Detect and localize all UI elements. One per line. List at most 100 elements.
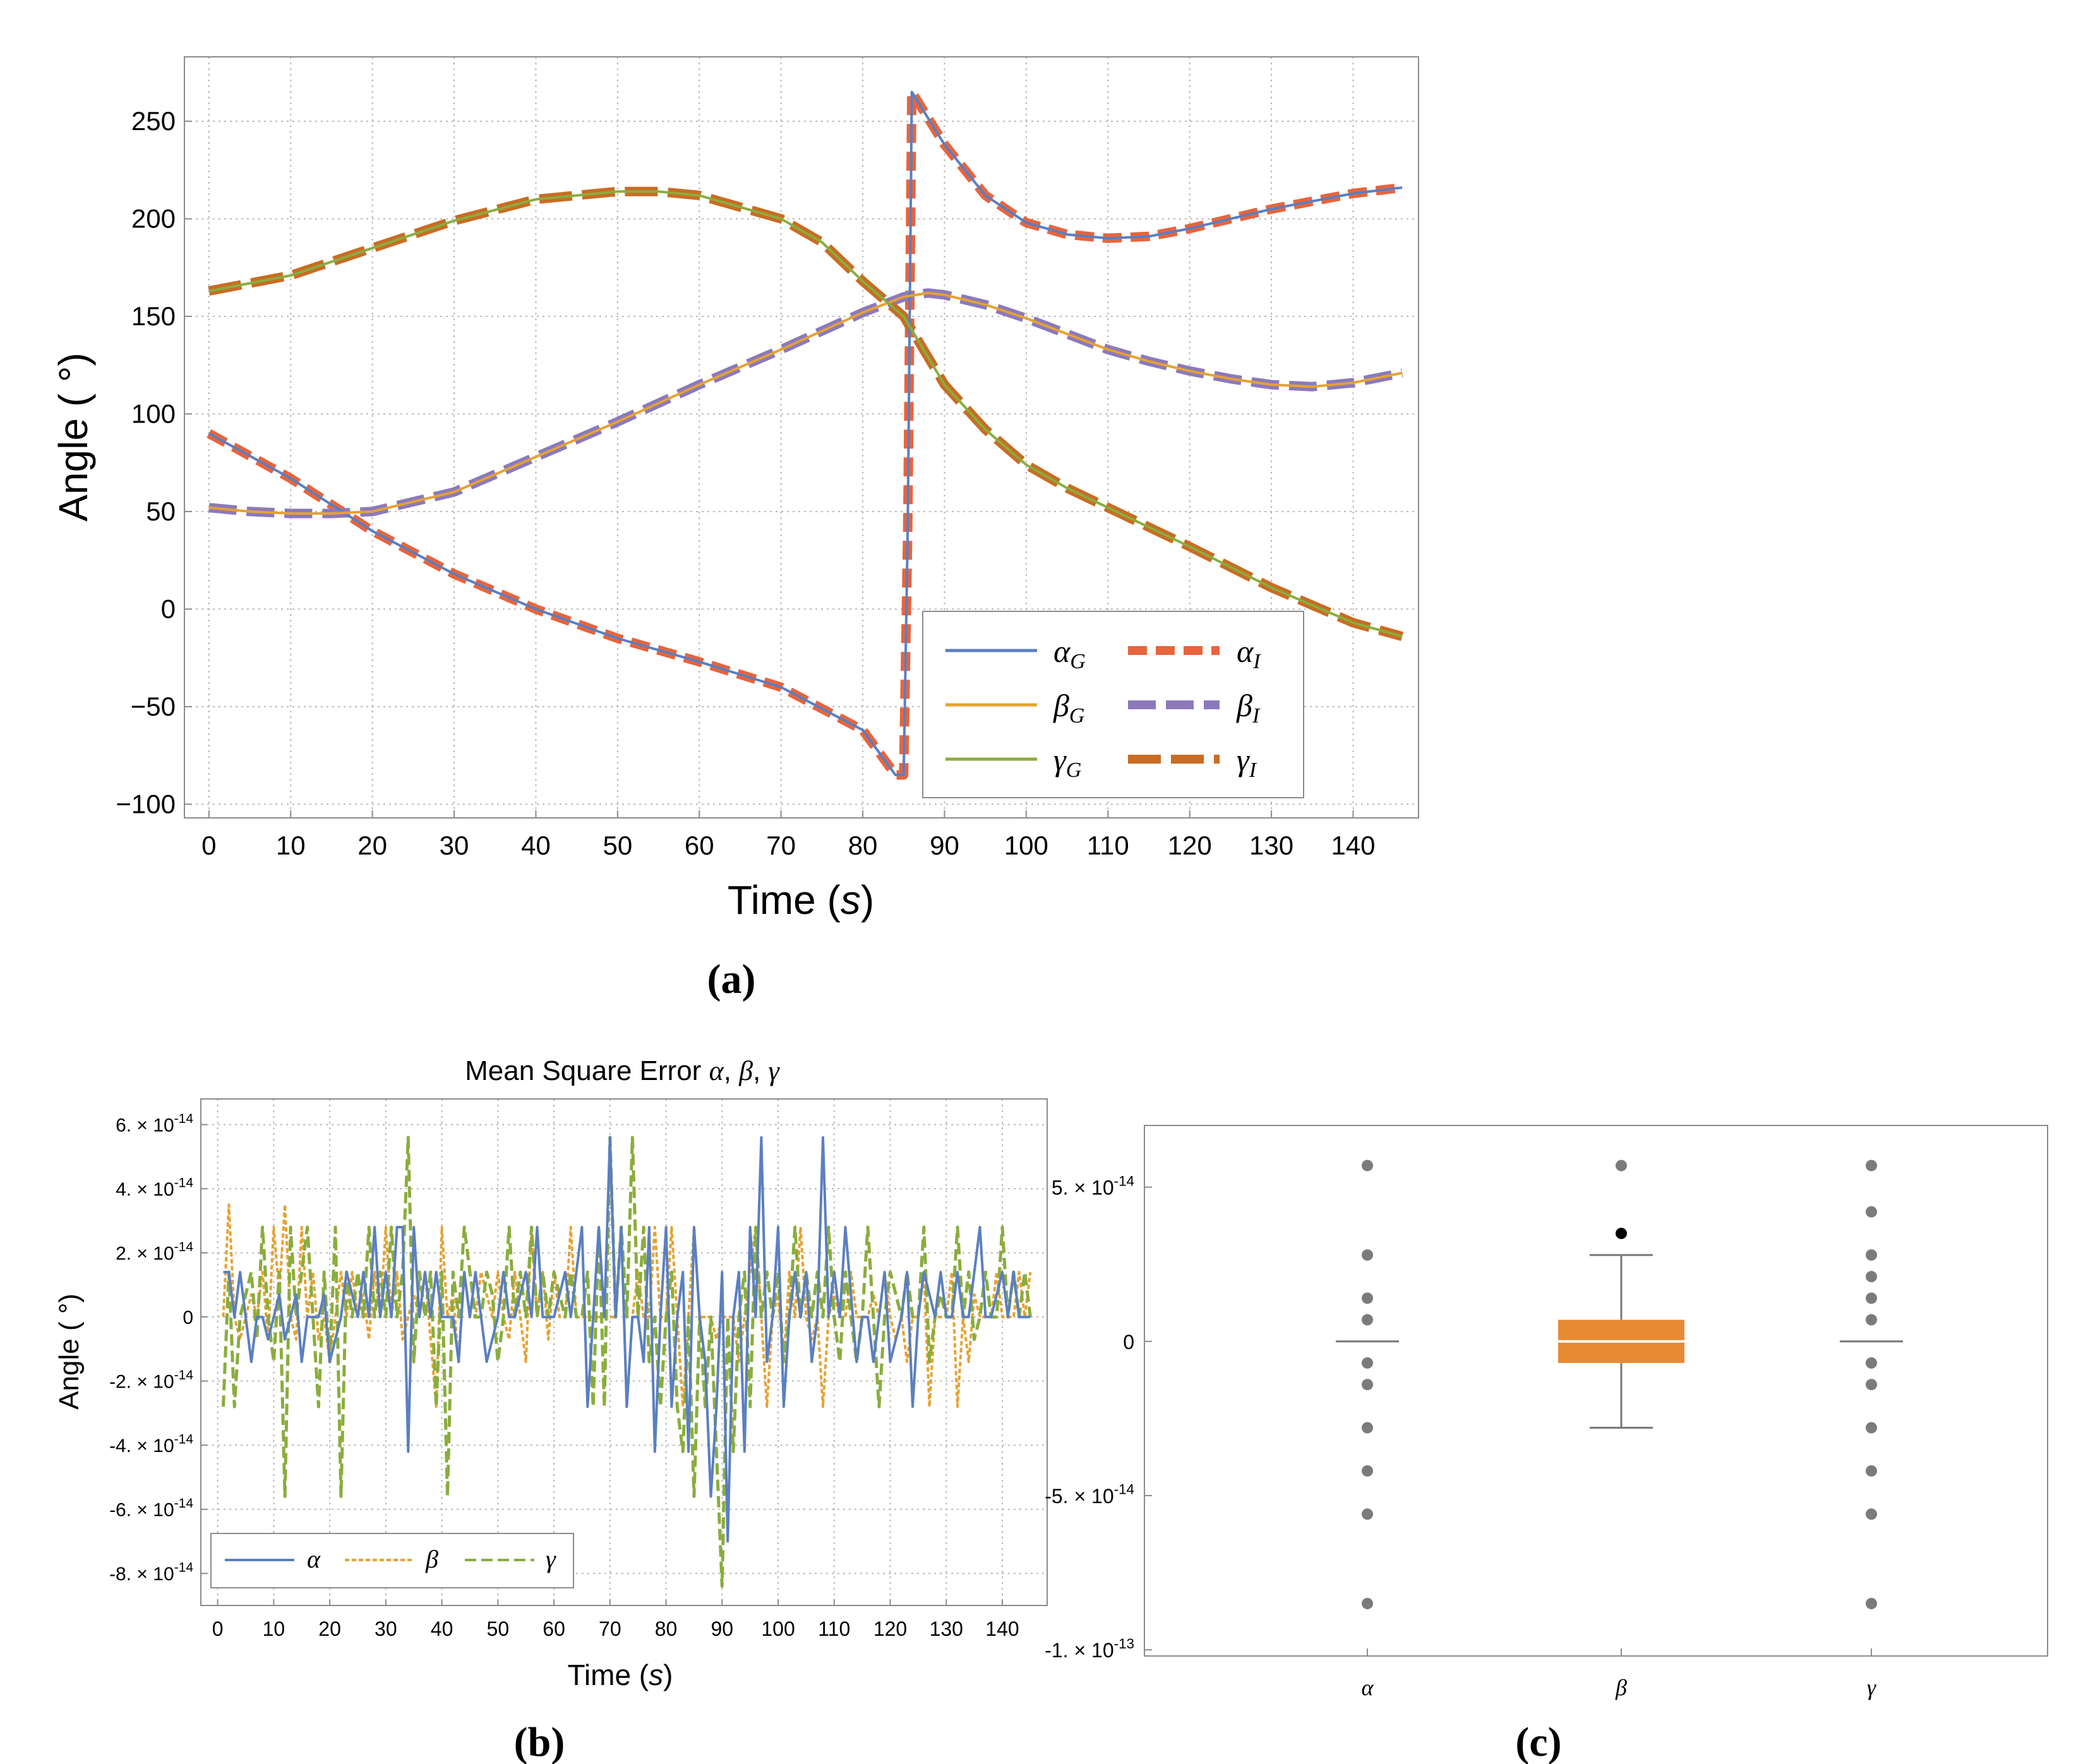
legend-label-alpha-i: αI (1237, 633, 1261, 673)
outlier-point (1866, 1357, 1877, 1369)
x-tick-label: β (1615, 1675, 1627, 1700)
panel-a-grid (184, 57, 1419, 818)
y-tick-label: 0 (161, 594, 176, 623)
outlier-point (1866, 1422, 1877, 1434)
y-tick-label: -8. × 10-14 (109, 1561, 193, 1585)
panel-c-frame (1144, 1125, 2048, 1657)
outlier-point (1866, 1206, 1877, 1218)
outlier-point (1866, 1508, 1877, 1520)
series-line-0 (223, 1136, 1031, 1543)
series-line-ground-0 (208, 90, 1403, 776)
legend-label-alpha: α (307, 1545, 321, 1573)
y-tick-label: 5. × 10-14 (1052, 1173, 1134, 1199)
outlier-point (1866, 1314, 1877, 1326)
x-tick-label: 100 (761, 1617, 795, 1640)
y-tick-label: -2. × 10-14 (109, 1368, 193, 1393)
y-tick-label: -6. × 10-14 (109, 1496, 193, 1521)
y-tick-label: 6. × 10-14 (116, 1112, 193, 1136)
y-tick-label: 0 (1123, 1331, 1134, 1353)
x-tick-label: 40 (431, 1617, 453, 1640)
outlier-point (1362, 1249, 1373, 1261)
outlier-point (1362, 1508, 1373, 1520)
x-tick-label: 30 (440, 831, 469, 860)
y-tick-label: 0 (183, 1307, 193, 1328)
panel-c-plot-area (1144, 1125, 2048, 1656)
legend-label-beta-i: βI (1236, 688, 1261, 728)
x-tick-label: 130 (930, 1617, 963, 1640)
panel-a-ticks: 0 10 20 30 40 50 60 70 80 90 100 110 120 130 140 −100 −5… (116, 106, 1375, 860)
x-tick-label: 60 (543, 1617, 565, 1640)
legend-label-gamma-i: γI (1237, 742, 1257, 782)
outlier-point (1866, 1160, 1877, 1172)
x-tick-label: 120 (873, 1617, 907, 1640)
outlier-point (1362, 1597, 1373, 1609)
x-tick-label: 50 (603, 831, 632, 860)
x-tick-label: 80 (655, 1617, 678, 1640)
outlier-point (1866, 1465, 1877, 1477)
panel-b-title: Mean Square Error α, β, γ (465, 1055, 780, 1086)
outlier-point (1362, 1422, 1373, 1434)
y-tick-label: 50 (146, 496, 176, 526)
x-tick-label: 130 (1249, 831, 1293, 860)
outlier-point (1362, 1379, 1373, 1391)
y-tick-label: -5. × 10-14 (1045, 1482, 1134, 1508)
x-tick-label: 110 (818, 1617, 850, 1640)
legend-label-gamma-g: γG (1053, 742, 1081, 782)
panel-c-label: (c) (1515, 1719, 1561, 1764)
x-tick-label: γ (1867, 1675, 1876, 1700)
outlier-point (1362, 1292, 1373, 1304)
x-tick-label: 90 (930, 831, 959, 860)
x-tick-label: 20 (318, 1617, 341, 1640)
x-tick-label: 80 (848, 831, 878, 860)
y-tick-label: -1. × 10-13 (1045, 1636, 1134, 1662)
legend-label-beta-g: βG (1053, 688, 1084, 728)
panel-b-ticks: 0 10 20 30 40 50 60 70 80 90 100 110 120 130 140 -8. × … (109, 1112, 1019, 1640)
x-tick-label: 10 (276, 831, 306, 860)
outlier-point (1362, 1314, 1373, 1326)
panel-b-label: (b) (514, 1719, 565, 1764)
outlier-point (1866, 1271, 1877, 1283)
panel-a-legend: αG αI βG βI γG γI (922, 611, 1304, 798)
x-tick-label: 90 (711, 1617, 734, 1640)
y-tick-label: −100 (116, 789, 176, 819)
x-tick-label: 100 (1004, 831, 1048, 860)
panel-b-y-axis-label: Angle ( °) (54, 1293, 85, 1410)
panel-a-frame (184, 56, 1419, 819)
x-tick-label: 120 (1168, 831, 1212, 860)
outlier-point (1866, 1249, 1877, 1261)
outlier-point (1866, 1597, 1877, 1609)
outlier-point (1616, 1227, 1627, 1239)
y-tick-label: 250 (131, 106, 176, 136)
series-line-2 (222, 1136, 1032, 1588)
panel-b-series (222, 1136, 1032, 1588)
x-tick-label: 140 (985, 1617, 1019, 1640)
panel-b-frame (200, 1098, 1048, 1606)
outlier-point (1866, 1379, 1877, 1391)
y-tick-label: 4. × 10-14 (116, 1176, 193, 1201)
x-tick-label: 0 (212, 1617, 224, 1640)
outlier-point (1362, 1357, 1373, 1369)
panel-b-x-axis-label: Time (s) (568, 1659, 673, 1691)
x-tick-label: 140 (1331, 831, 1375, 860)
x-tick-label: 40 (521, 831, 551, 860)
x-tick-label: 70 (599, 1617, 621, 1640)
series-line-ground-4 (208, 190, 1403, 638)
panel-a-x-axis-label: Time (s) (728, 877, 874, 923)
panel-b-legend: α β γ (210, 1533, 574, 1588)
x-tick-label: 10 (263, 1617, 285, 1640)
x-tick-label: 30 (375, 1617, 397, 1640)
legend-label-alpha-g: αG (1053, 633, 1086, 673)
legend-label-gamma: γ (546, 1545, 556, 1573)
panel-a-y-axis-label: Angle ( °) (51, 352, 96, 521)
series-line-ground-2 (208, 291, 1403, 515)
x-tick-label: 70 (766, 831, 796, 860)
y-tick-label: 200 (131, 203, 176, 233)
panel-c-box-chart: -1. × 10-13 -5. × 10-14 0 5. × 10-14 α β γ (c) (1045, 1125, 2048, 1764)
outlier-point (1362, 1160, 1373, 1172)
y-tick-label: 150 (131, 301, 176, 331)
y-tick-label: 2. × 10-14 (116, 1240, 193, 1264)
y-tick-label: -4. × 10-14 (109, 1432, 193, 1457)
panel-b-error-chart: Mean Square Error α, β, γ 0 10 20 30 40 50 60 7… (54, 1055, 1048, 1764)
x-tick-label: 60 (685, 831, 714, 860)
